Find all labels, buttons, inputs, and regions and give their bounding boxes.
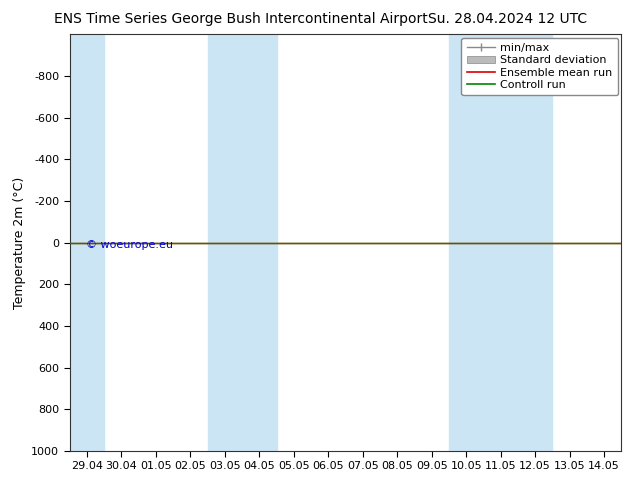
Y-axis label: Temperature 2m (°C): Temperature 2m (°C) bbox=[13, 176, 26, 309]
Text: ENS Time Series George Bush Intercontinental Airport: ENS Time Series George Bush Intercontine… bbox=[54, 12, 428, 26]
Text: © woeurope.eu: © woeurope.eu bbox=[86, 241, 173, 250]
Legend: min/max, Standard deviation, Ensemble mean run, Controll run: min/max, Standard deviation, Ensemble me… bbox=[462, 38, 618, 96]
Bar bbox=[449, 34, 552, 451]
Bar bbox=[70, 34, 104, 451]
Bar bbox=[207, 34, 276, 451]
Text: Su. 28.04.2024 12 UTC: Su. 28.04.2024 12 UTC bbox=[428, 12, 586, 26]
